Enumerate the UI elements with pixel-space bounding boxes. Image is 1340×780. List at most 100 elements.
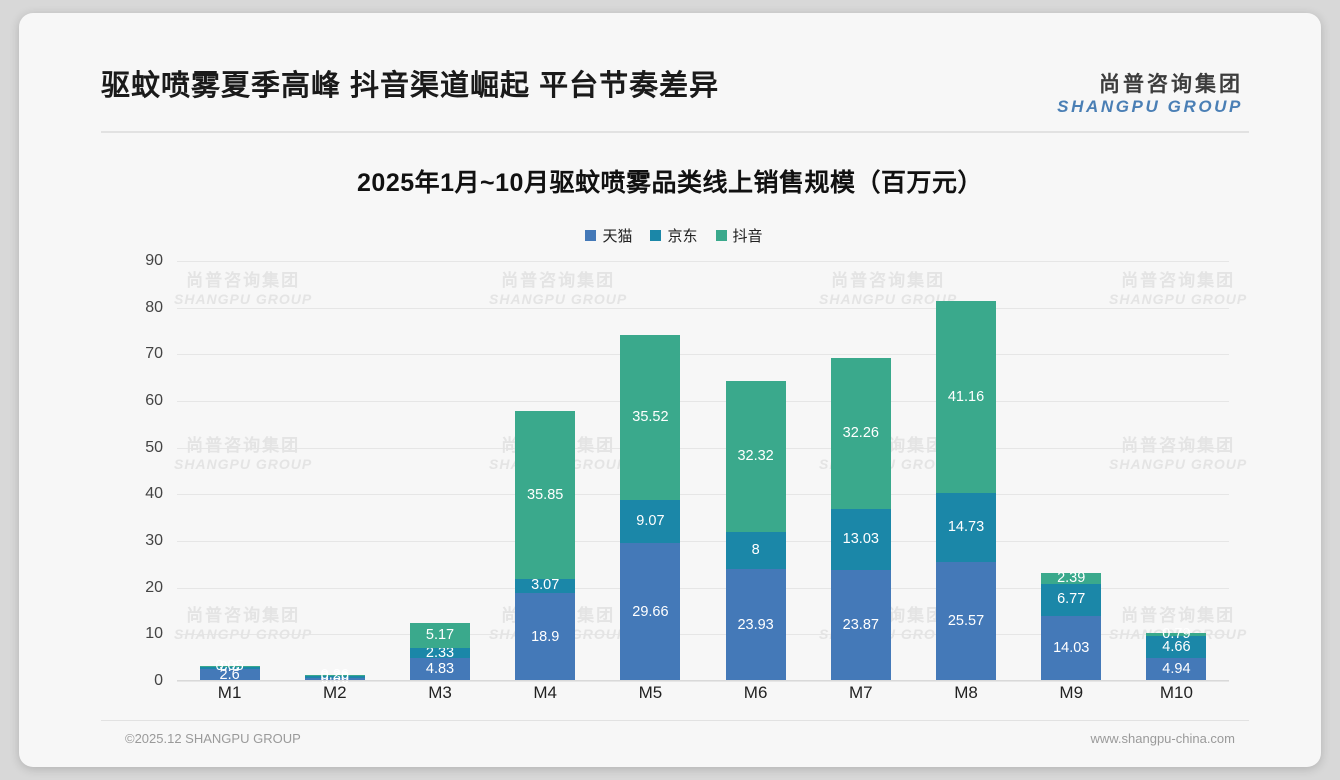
bar-segment[interactable]: 14.03 — [1041, 615, 1102, 681]
bar-value-label: 14.73 — [947, 519, 985, 536]
brand-logo-cn: 尚普咨询集团 — [1099, 73, 1243, 96]
slide-header: 驱蚊喷雾夏季高峰 抖音渠道崛起 平台节奏差异 尚普咨询集团 SHANGPU GR… — [19, 13, 1321, 133]
bar-segment[interactable]: 14.73 — [936, 492, 997, 562]
bar-stack: 4.83 2.33 5.17 — [410, 623, 470, 681]
bar-segment[interactable]: 32.26 — [830, 358, 891, 509]
bar-stack: 4.94 4.66 0.79 — [1146, 627, 1207, 681]
bar-segment[interactable]: 8 — [725, 532, 786, 570]
bar-value-label: 29.66 — [632, 603, 669, 620]
bar-column[interactable]: 23.93 8 32.32 — [703, 261, 808, 681]
bar-column[interactable]: 25.57 14.73 41.16 — [913, 261, 1018, 681]
y-axis-tick-label: 80 — [145, 298, 163, 316]
x-axis-label: M1 — [217, 683, 242, 702]
bar-segment[interactable]: 23.87 — [830, 569, 891, 681]
y-axis-tick-label: 40 — [145, 485, 163, 503]
x-axis-label: M7 — [849, 683, 873, 702]
bar-value-label: 5.17 — [425, 627, 455, 644]
bar-value-label: 3.07 — [531, 577, 560, 594]
legend-item-label: 京东 — [667, 228, 698, 245]
x-axis-line — [177, 680, 1229, 681]
x-axis-label: M5 — [638, 683, 663, 702]
bar-column[interactable]: 4.83 2.33 5.17 — [387, 261, 492, 681]
footer-copyright: ©2025.12 SHANGPU GROUP — [125, 731, 301, 746]
bar-column[interactable]: 2.6 0.6 0.05 — [177, 261, 282, 683]
legend-item[interactable]: 抖音 — [715, 225, 763, 246]
y-axis-tick-label: 30 — [145, 532, 163, 549]
bar-segment[interactable]: 35.85 — [515, 411, 576, 579]
legend-item[interactable]: 天猫 — [585, 225, 632, 246]
bar-value-label: 13.03 — [842, 530, 879, 547]
bar-segment[interactable]: 0.79 — [1146, 627, 1207, 641]
x-axis-label: M2 — [322, 683, 347, 702]
gridline — [177, 681, 1229, 682]
bar-segment[interactable]: 4.94 — [1146, 657, 1207, 681]
bar-column[interactable]: 0.660.360.26 — [282, 261, 387, 686]
y-axis-tick-label: 10 — [145, 625, 163, 643]
bar-segment[interactable]: 35.52 — [620, 334, 681, 501]
y-axis-tick-label: 50 — [145, 438, 163, 456]
bar-value-label: 35.52 — [632, 409, 669, 426]
bar-column[interactable]: 14.03 6.77 2.39 — [1019, 261, 1124, 681]
bar-value-label: 25.57 — [947, 613, 985, 630]
gridline — [177, 634, 1229, 636]
bar-column[interactable]: 29.66 9.07 35.52 — [598, 261, 703, 681]
bar-value-label: 2.39 — [1057, 570, 1086, 587]
bar-segment[interactable]: 4.83 — [410, 658, 470, 681]
bar-column[interactable]: 4.94 4.66 0.79 — [1124, 261, 1229, 681]
bar-stack: 2.6 0.6 0.05 — [199, 659, 260, 683]
bar-stack: 29.66 9.07 35.52 — [620, 334, 681, 681]
brand-logo: 尚普咨询集团 SHANGPU GROUP — [1057, 73, 1243, 116]
y-axis-tick-label: 60 — [145, 392, 163, 409]
bar-segment[interactable]: 4.66 — [1146, 636, 1207, 658]
x-axis-label: M10 — [1159, 683, 1193, 702]
bar-segment[interactable]: 0.6 — [199, 660, 260, 674]
header-divider — [101, 131, 1249, 133]
bar-column[interactable]: 23.87 13.03 32.26 — [808, 261, 913, 681]
bar-segment[interactable]: 9.07 — [620, 500, 681, 543]
brand-logo-en: SHANGPU GROUP — [1057, 96, 1243, 116]
bar-segment[interactable]: 13.03 — [830, 508, 891, 570]
legend-item[interactable]: 京东 — [650, 225, 698, 246]
gridline — [177, 401, 1229, 402]
bar-value-label: 0.79 — [1162, 626, 1191, 643]
bar-segment[interactable]: 2.6 — [199, 666, 260, 683]
bar-value-label: 32.32 — [737, 448, 774, 465]
bar-segment[interactable]: 41.16 — [936, 300, 997, 493]
bar-value-label: 6.77 — [1057, 591, 1086, 608]
bar-segment[interactable]: 2.33 — [410, 646, 470, 660]
x-axis-labels: M1 M2 M3 M4 M5 M6 M7 M8 M9 M10 — [177, 683, 1229, 703]
x-axis-label: M9 — [1059, 683, 1084, 702]
bar-value-label: 2.6 — [219, 666, 240, 683]
bar-value-label: 0.26 — [320, 667, 349, 684]
bar-stack: 23.93 8 32.32 — [725, 381, 786, 681]
bar-value-label: 0.6 — [219, 659, 240, 676]
bar-stack: 14.03 6.77 2.39 — [1041, 570, 1102, 681]
slide: 驱蚊喷雾夏季高峰 抖音渠道崛起 平台节奏差异 尚普咨询集团 SHANGPU GR… — [19, 13, 1321, 767]
bar-column[interactable]: 18.9 3.07 35.85 — [493, 261, 598, 681]
gridline — [177, 587, 1229, 589]
legend-swatch-icon — [650, 230, 662, 241]
footer-website: www.shangpu-china.com — [1090, 731, 1235, 746]
gridline — [177, 447, 1229, 449]
page-title: 驱蚊喷雾夏季高峰 抖音渠道崛起 平台节奏差异 — [101, 70, 720, 102]
bar-segment[interactable]: 2.39 — [1041, 570, 1102, 587]
bar-segment[interactable]: 23.93 — [725, 569, 786, 681]
bar-segment[interactable]: 6.77 — [1041, 583, 1102, 616]
bar-value-label: 18.9 — [531, 628, 560, 645]
bar-value-label: 8 — [751, 542, 760, 559]
chart-container: 天猫 京东 抖音 0 10 20 30 40 50 60 70 80 90 尚普咨询集团 SHANGPU … — [119, 213, 1246, 713]
y-axis-tick-label: 0 — [154, 672, 163, 689]
bar-segment[interactable]: 25.57 — [936, 561, 997, 681]
gridline — [177, 261, 1229, 262]
bar-value-label: 32.26 — [842, 425, 879, 442]
gridline — [177, 354, 1229, 356]
legend-swatch-icon — [585, 230, 597, 241]
bar-segment[interactable]: 0.26 — [304, 668, 365, 682]
bar-segment[interactable]: 5.17 — [410, 623, 470, 648]
bar-segment[interactable]: 3.07 — [515, 577, 576, 594]
bar-segment[interactable]: 29.66 — [620, 542, 681, 681]
bar-segment[interactable]: 32.32 — [725, 381, 786, 532]
bar-value-label: 4.83 — [425, 661, 455, 678]
bar-segment[interactable]: 18.9 — [515, 592, 576, 681]
x-axis-label: M8 — [954, 683, 978, 702]
